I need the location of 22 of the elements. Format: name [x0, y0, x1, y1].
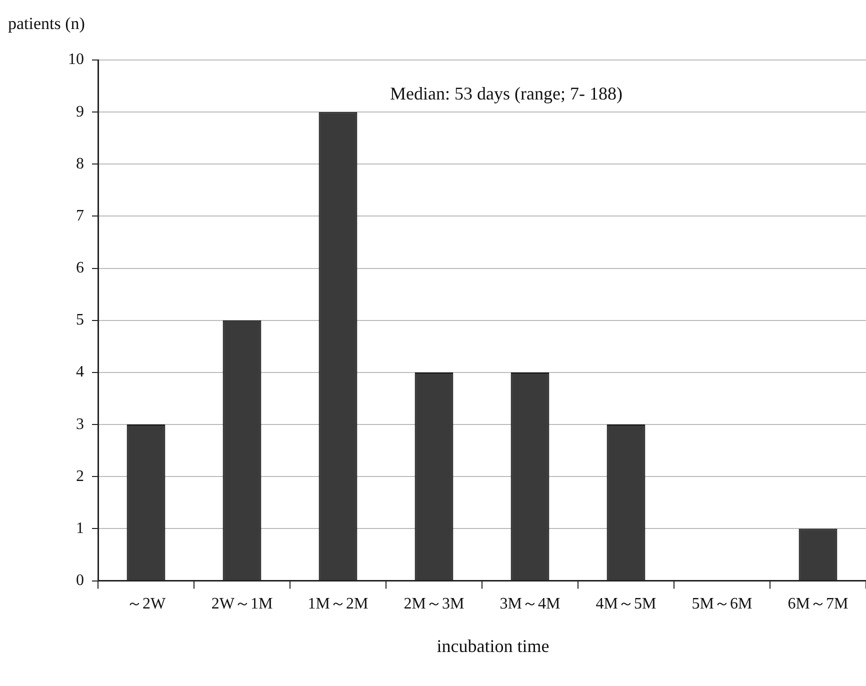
- x-tick-label: 4M～5M: [596, 596, 656, 613]
- x-axis-title: incubation time: [436, 636, 550, 657]
- y-tick-label: 6: [76, 260, 84, 277]
- y-tick-label: 8: [76, 155, 84, 172]
- y-tick-label: 1: [76, 520, 84, 537]
- y-tick-label: 9: [76, 103, 84, 120]
- y-tick-label: 2: [76, 468, 84, 485]
- y-tick-label: 3: [76, 416, 84, 433]
- x-tick-label: 3M～4M: [500, 596, 560, 613]
- x-tick-label: 2M～3M: [404, 596, 464, 613]
- y-tick-label: 10: [68, 51, 84, 68]
- x-tick-label: 6M～7M: [788, 596, 848, 613]
- y-tick-label: 7: [76, 207, 84, 224]
- x-tick-label: 1M～2M: [308, 596, 368, 613]
- y-axis-title: patients (n): [8, 14, 85, 34]
- x-tick-label: 2W～1M: [211, 596, 273, 613]
- y-tick-label: 0: [76, 572, 84, 590]
- y-tick-label: 4: [76, 364, 84, 381]
- x-tick-label: ～2W: [126, 596, 166, 613]
- annotation: Median: 53 days (range; 7- 188): [390, 84, 622, 104]
- x-tick-label: 5M～6M: [692, 596, 752, 613]
- y-tick-label: 5: [76, 312, 84, 329]
